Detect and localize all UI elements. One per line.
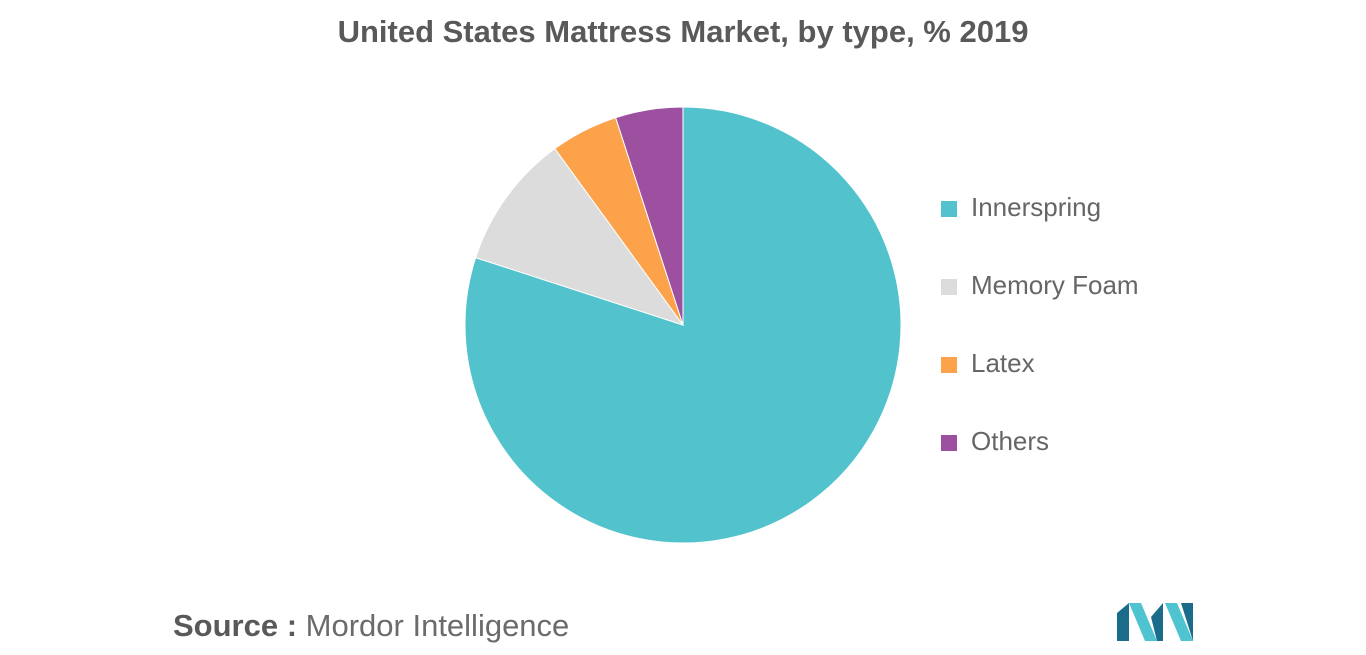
legend-label-latex: Latex [971,348,1035,378]
mordor-intelligence-logo-icon [1117,603,1193,641]
legend-label-others: Others [971,426,1050,456]
chart-title: United States Mattress Market, by type, … [337,14,1029,49]
pie-slice-others [615,106,684,326]
legend-swatch-others [941,435,957,451]
legend-swatch-innerspring [941,201,957,217]
legend-label-innerspring: Innerspring [971,192,1102,222]
source-text: Mordor Intelligence [305,608,570,643]
legend-swatch-memory-foam [941,279,957,295]
source-note: Source : Mordor Intelligence [173,608,569,644]
pie-slice-memory-foam [475,147,685,326]
legend-label-memory-foam: Memory Foam [971,270,1139,300]
legend-swatch-latex [941,357,957,373]
source-label: Source : [173,608,298,643]
